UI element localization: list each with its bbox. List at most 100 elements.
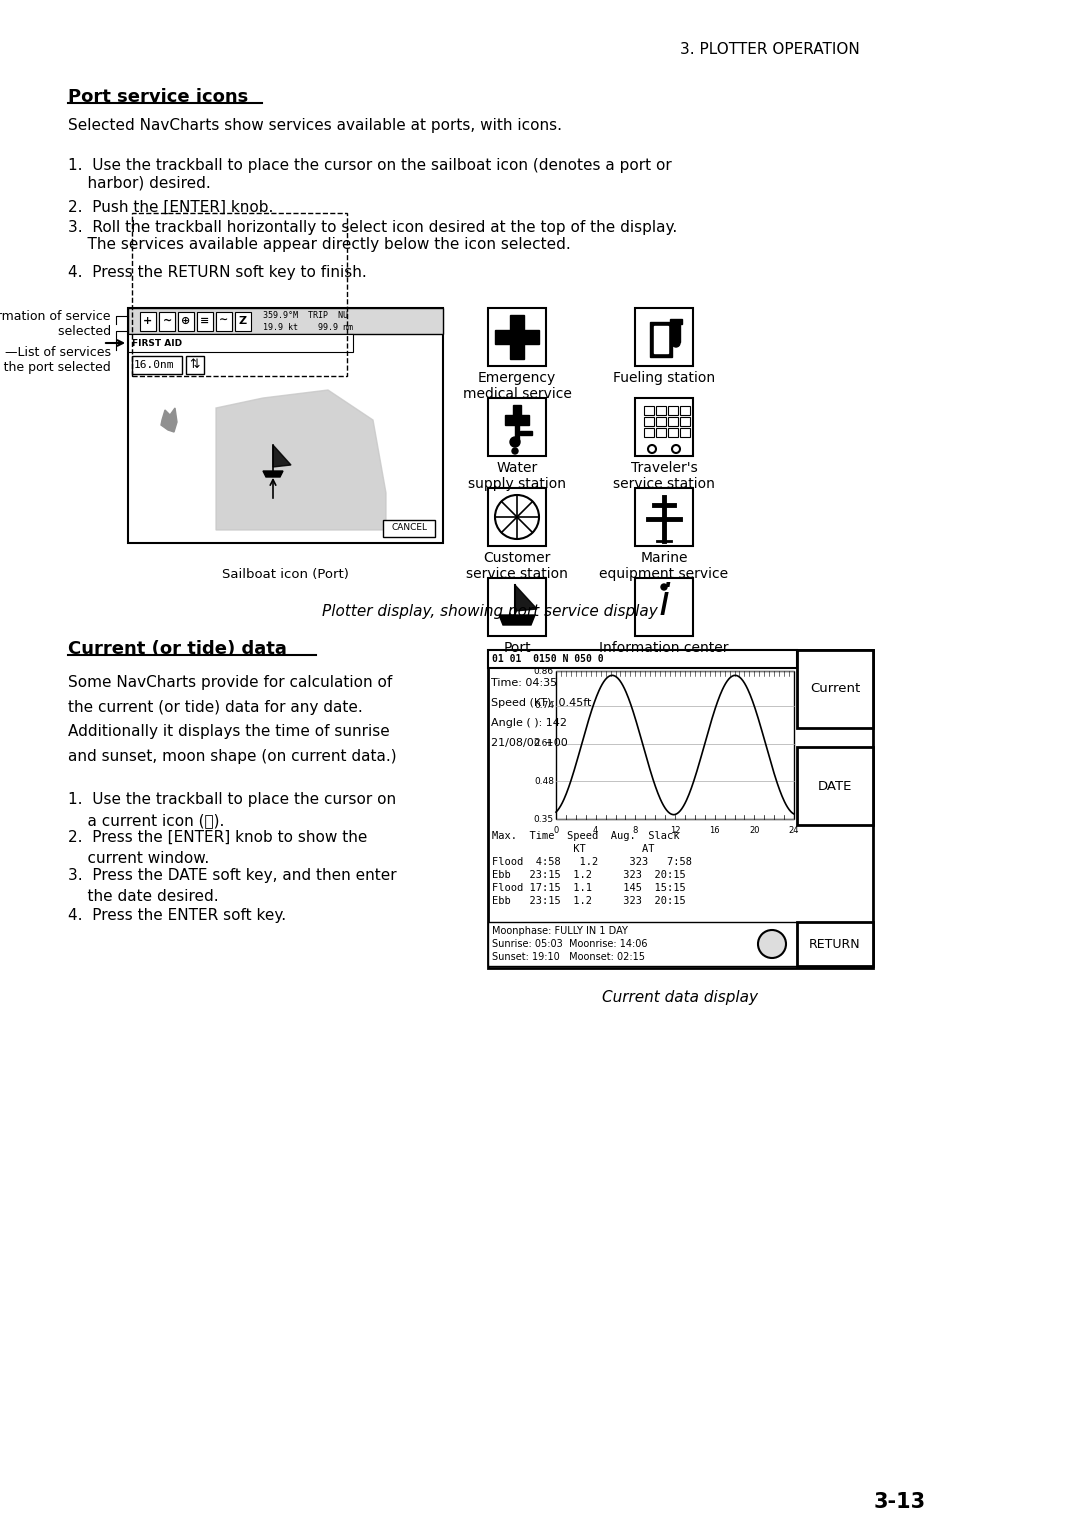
Text: 8: 8 — [633, 827, 638, 834]
Text: 19.9 kt    99.9 nm: 19.9 kt 99.9 nm — [264, 322, 353, 332]
Polygon shape — [161, 408, 177, 432]
Text: ∼: ∼ — [219, 316, 229, 325]
Text: Water
supply station: Water supply station — [468, 461, 566, 490]
Text: Sunset: 19:10   Moonset: 02:15: Sunset: 19:10 Moonset: 02:15 — [492, 952, 645, 963]
Bar — [654, 325, 669, 353]
Text: Current (or tide) data: Current (or tide) data — [68, 640, 287, 659]
Bar — [644, 428, 654, 437]
Text: Ebb   23:15  1.2     323  20:15: Ebb 23:15 1.2 323 20:15 — [492, 869, 686, 880]
Text: —Detailed information of service: —Detailed information of service — [0, 310, 111, 322]
Text: 0.61: 0.61 — [534, 740, 554, 749]
Bar — [680, 406, 690, 416]
Text: Ebb   23:15  1.2     323  20:15: Ebb 23:15 1.2 323 20:15 — [492, 895, 686, 906]
Text: Flood  4:58   1.2     323   7:58: Flood 4:58 1.2 323 7:58 — [492, 857, 692, 866]
Circle shape — [661, 584, 667, 590]
Bar — [680, 417, 690, 426]
Text: 12: 12 — [670, 827, 680, 834]
Bar — [656, 406, 666, 416]
Bar — [235, 312, 251, 332]
Bar — [383, 520, 435, 536]
Bar — [672, 324, 680, 342]
Text: Flood 17:15  1.1     145  15:15: Flood 17:15 1.1 145 15:15 — [492, 883, 686, 892]
Bar — [635, 487, 693, 545]
Text: DATE: DATE — [818, 779, 852, 793]
Bar — [132, 212, 347, 376]
Bar — [669, 417, 678, 426]
Bar — [129, 309, 443, 335]
Bar — [513, 405, 521, 416]
Polygon shape — [264, 471, 283, 477]
Text: Selected NavCharts show services available at ports, with icons.: Selected NavCharts show services availab… — [68, 118, 562, 133]
Text: RETURN: RETURN — [809, 938, 861, 950]
Bar — [669, 428, 678, 437]
Bar — [669, 406, 678, 416]
Polygon shape — [499, 614, 535, 625]
Bar — [680, 428, 690, 437]
Text: Some NavCharts provide for calculation of
the current (or tide) data for any dat: Some NavCharts provide for calculation o… — [68, 675, 396, 764]
Text: 359.9°M  TRIP  NU: 359.9°M TRIP NU — [264, 312, 348, 321]
Text: —List of services: —List of services — [5, 345, 111, 359]
Bar — [650, 322, 672, 358]
Text: Angle ( ): 142: Angle ( ): 142 — [491, 718, 567, 727]
Text: selected: selected — [50, 325, 111, 338]
Bar — [197, 312, 213, 332]
Bar — [797, 649, 873, 727]
Bar — [505, 416, 529, 425]
Text: Plotter display, showing port service display: Plotter display, showing port service di… — [322, 604, 658, 619]
Text: Current data display: Current data display — [603, 990, 758, 1005]
Text: Customer
service station: Customer service station — [467, 552, 568, 581]
Text: 0.35: 0.35 — [534, 814, 554, 824]
Text: 0.86: 0.86 — [534, 666, 554, 675]
Bar — [635, 578, 693, 636]
Text: 2.  Push the [ENTER] knob.: 2. Push the [ENTER] knob. — [68, 200, 273, 215]
Bar — [178, 312, 194, 332]
Text: Marine
equipment service: Marine equipment service — [599, 552, 729, 581]
Text: ⊕: ⊕ — [181, 316, 191, 325]
Bar — [644, 417, 654, 426]
Text: Current: Current — [810, 681, 860, 695]
Text: Emergency
medical service: Emergency medical service — [462, 371, 571, 402]
Bar — [140, 312, 156, 332]
Bar — [656, 417, 666, 426]
Text: Z: Z — [239, 316, 247, 325]
Bar — [495, 330, 539, 344]
Bar — [129, 335, 353, 351]
Text: ⇅: ⇅ — [190, 359, 200, 371]
Text: Port: Port — [503, 642, 530, 656]
Text: 0.48: 0.48 — [534, 776, 554, 785]
Text: 16: 16 — [710, 827, 720, 834]
Bar — [670, 319, 681, 324]
Bar — [556, 671, 794, 819]
Circle shape — [510, 437, 519, 448]
Text: 1.  Use the trackball to place the cursor on the sailboat icon (denotes a port o: 1. Use the trackball to place the cursor… — [68, 157, 672, 191]
Text: 2.  Press the [ENTER] knob to show the
    current window.: 2. Press the [ENTER] knob to show the cu… — [68, 830, 367, 866]
Polygon shape — [515, 585, 537, 611]
Bar — [515, 425, 519, 442]
Bar — [635, 397, 693, 455]
Bar — [797, 747, 873, 825]
Text: 24: 24 — [788, 827, 799, 834]
Bar — [488, 397, 546, 455]
Text: 1.  Use the trackball to place the cursor on
    a current icon (Ⓞ).: 1. Use the trackball to place the cursor… — [68, 792, 396, 828]
Bar — [488, 921, 797, 966]
Text: 3. PLOTTER OPERATION: 3. PLOTTER OPERATION — [680, 41, 860, 57]
Text: i: i — [658, 582, 670, 623]
Text: 3.  Roll the trackball horizontally to select icon desired at the top of the dis: 3. Roll the trackball horizontally to se… — [68, 220, 677, 252]
Text: 01 01  0150 N 050 0: 01 01 0150 N 050 0 — [492, 654, 604, 665]
Text: Information center: Information center — [599, 642, 729, 656]
Text: 0: 0 — [553, 827, 558, 834]
Text: FIRST AID: FIRST AID — [132, 339, 183, 347]
Polygon shape — [216, 390, 386, 530]
Bar — [510, 315, 524, 359]
Bar — [488, 578, 546, 636]
Bar — [488, 309, 546, 367]
Bar — [216, 312, 232, 332]
Text: 3-13: 3-13 — [874, 1491, 926, 1513]
Text: Moonphase: FULLY IN 1 DAY: Moonphase: FULLY IN 1 DAY — [492, 926, 627, 937]
Text: Port service icons: Port service icons — [68, 89, 248, 105]
Text: 4: 4 — [593, 827, 598, 834]
Bar — [644, 406, 654, 416]
Text: 21/08/02 +00: 21/08/02 +00 — [491, 738, 568, 749]
Text: Fueling station: Fueling station — [613, 371, 715, 385]
Bar — [488, 649, 797, 668]
